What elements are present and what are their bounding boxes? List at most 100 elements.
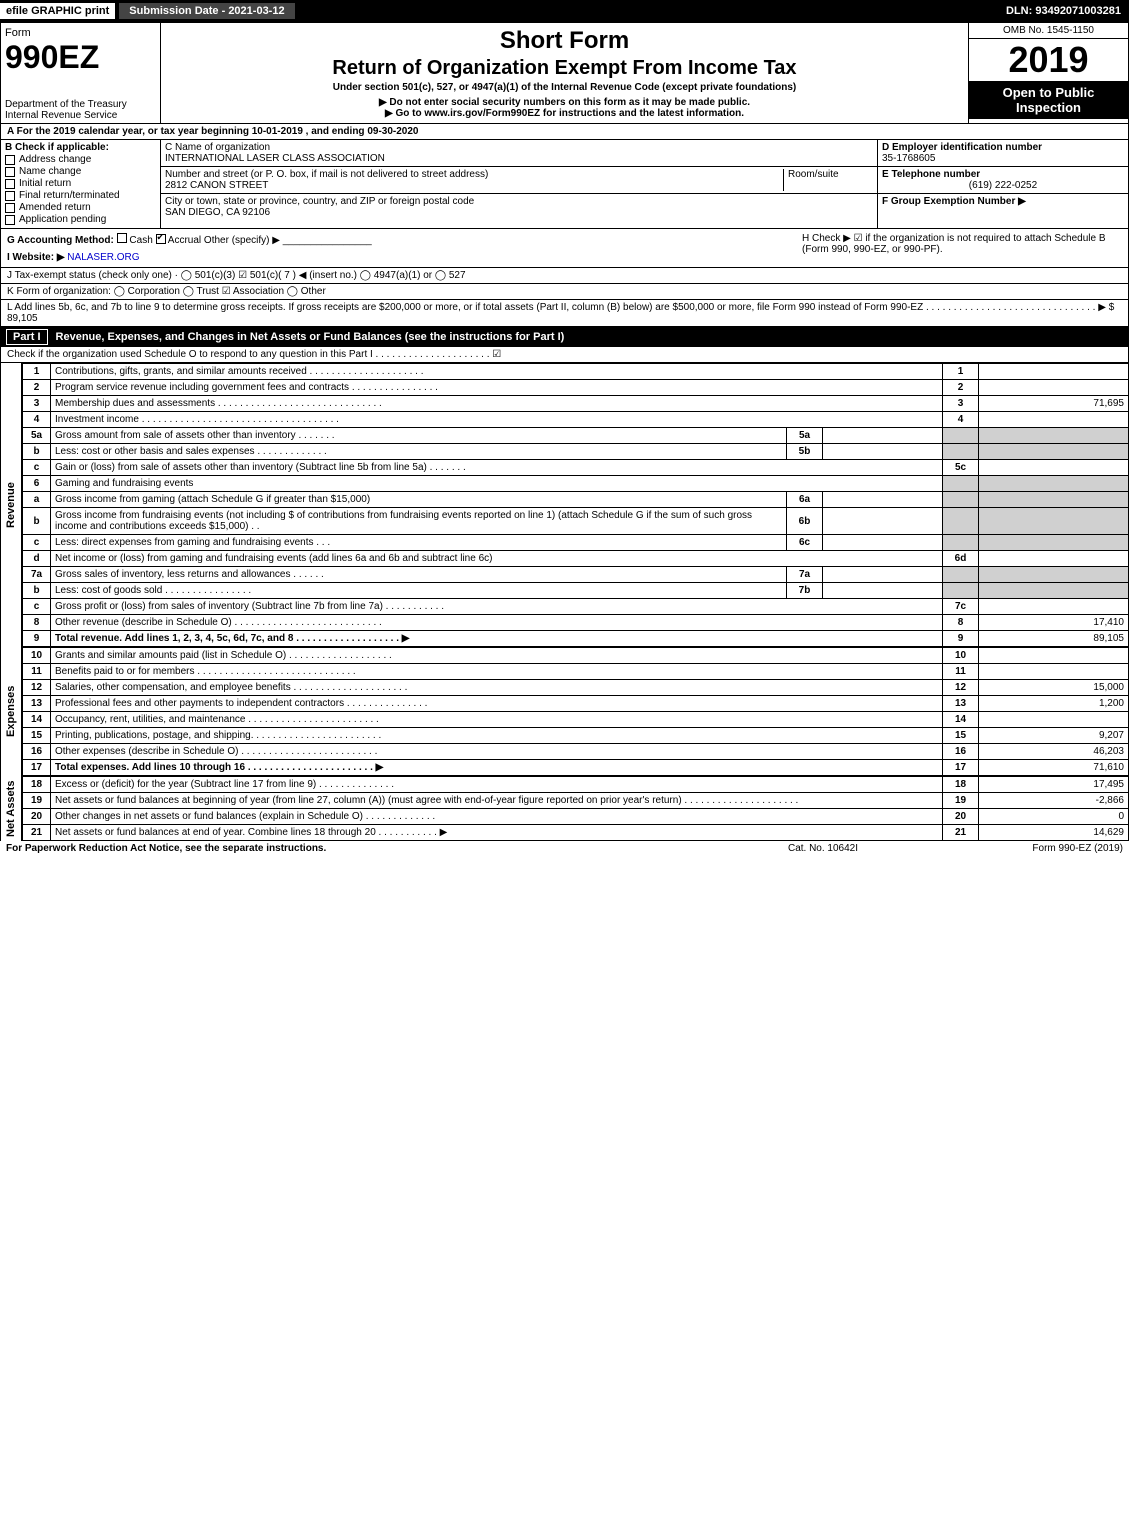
- line-num: 11: [23, 664, 51, 680]
- line-desc: Net income or (loss) from gaming and fun…: [51, 551, 943, 567]
- revenue-section: Revenue 1Contributions, gifts, grants, a…: [0, 363, 1129, 647]
- line-rval: [979, 599, 1129, 615]
- line-rval: 71,695: [979, 396, 1129, 412]
- line-desc: Benefits paid to or for members . . . . …: [51, 664, 943, 680]
- go-to-link[interactable]: ▶ Go to www.irs.gov/Form990EZ for instru…: [165, 108, 964, 119]
- checkbox-icon: [5, 155, 15, 165]
- box-b-title: B Check if applicable:: [5, 142, 156, 153]
- mid-num: 6b: [787, 508, 823, 535]
- chk-name-change[interactable]: Name change: [5, 166, 156, 177]
- line-num: 14: [23, 712, 51, 728]
- line-rval: [979, 648, 1129, 664]
- shade-cell: [943, 476, 979, 492]
- chk-application-pending[interactable]: Application pending: [5, 214, 156, 225]
- line-desc: Less: cost of goods sold . . . . . . . .…: [51, 583, 787, 599]
- line-rval: [979, 364, 1129, 380]
- side-revenue: Revenue: [0, 363, 22, 647]
- checkbox-icon[interactable]: [117, 233, 127, 243]
- line-rnum: 15: [943, 728, 979, 744]
- irs-label: Internal Revenue Service: [5, 110, 117, 121]
- line-rval: 17,495: [979, 777, 1129, 793]
- submission-date: Submission Date - 2021-03-12: [119, 3, 294, 19]
- line-rnum: 2: [943, 380, 979, 396]
- box-b: B Check if applicable: Address change Na…: [1, 140, 161, 228]
- line-rnum: 7c: [943, 599, 979, 615]
- gh-left: G Accounting Method: Cash Accrual Other …: [7, 233, 802, 263]
- line-desc: Excess or (deficit) for the year (Subtra…: [51, 777, 943, 793]
- form-number: 990EZ: [5, 39, 156, 76]
- line-num: 19: [23, 793, 51, 809]
- line-6a: aGross income from gaming (attach Schedu…: [23, 492, 1129, 508]
- addr-cell: Number and street (or P. O. box, if mail…: [161, 167, 877, 194]
- line-desc: Printing, publications, postage, and shi…: [51, 728, 943, 744]
- line-num: 18: [23, 777, 51, 793]
- line-20: 20Other changes in net assets or fund ba…: [23, 809, 1129, 825]
- chk-address-change[interactable]: Address change: [5, 154, 156, 165]
- part-label: Part I: [6, 329, 48, 345]
- line-num: b: [23, 508, 51, 535]
- line-rnum: 20: [943, 809, 979, 825]
- line-13: 13Professional fees and other payments t…: [23, 696, 1129, 712]
- block-bcd: B Check if applicable: Address change Na…: [0, 140, 1129, 229]
- mid-val: [823, 492, 943, 508]
- line-17: 17Total expenses. Add lines 10 through 1…: [23, 760, 1129, 776]
- shade-cell: [979, 444, 1129, 460]
- line-rnum: 3: [943, 396, 979, 412]
- line-num: c: [23, 599, 51, 615]
- other-label: Other (specify) ▶: [204, 235, 280, 246]
- row-i: I Website: ▶ NALASER.ORG: [7, 252, 802, 263]
- line-num: b: [23, 444, 51, 460]
- line-rval: 1,200: [979, 696, 1129, 712]
- line-num: 1: [23, 364, 51, 380]
- efile-label[interactable]: efile GRAPHIC print: [0, 3, 115, 19]
- row-gh: G Accounting Method: Cash Accrual Other …: [0, 229, 1129, 268]
- line-desc: Other changes in net assets or fund bala…: [51, 809, 943, 825]
- label-group-exempt: F Group Exemption Number ▶: [882, 196, 1026, 207]
- line-21: 21Net assets or fund balances at end of …: [23, 825, 1129, 841]
- chk-initial-return[interactable]: Initial return: [5, 178, 156, 189]
- checkbox-icon: [5, 179, 15, 189]
- line-11: 11Benefits paid to or for members . . . …: [23, 664, 1129, 680]
- return-title: Return of Organization Exempt From Incom…: [165, 57, 964, 80]
- part-title: Revenue, Expenses, and Changes in Net As…: [56, 331, 565, 343]
- ein-value: 35-1768605: [882, 153, 1124, 164]
- checkbox-icon: [5, 191, 15, 201]
- website-link[interactable]: NALASER.ORG: [67, 252, 139, 263]
- line-4: 4Investment income . . . . . . . . . . .…: [23, 412, 1129, 428]
- chk-label: Amended return: [19, 202, 91, 213]
- room-suite: Room/suite: [783, 169, 873, 191]
- box-c: C Name of organization INTERNATIONAL LAS…: [161, 140, 878, 228]
- shade-cell: [979, 476, 1129, 492]
- line-num: b: [23, 583, 51, 599]
- chk-final-return[interactable]: Final return/terminated: [5, 190, 156, 201]
- line-rval: [979, 412, 1129, 428]
- line-rnum: 6d: [943, 551, 979, 567]
- row-l: L Add lines 5b, 6c, and 7b to line 9 to …: [0, 300, 1129, 327]
- line-rnum: 9: [943, 631, 979, 647]
- chk-amended-return[interactable]: Amended return: [5, 202, 156, 213]
- mid-num: 7b: [787, 583, 823, 599]
- form-header: Form 990EZ Department of the Treasury In…: [0, 22, 1129, 124]
- line-rval: [979, 551, 1129, 567]
- line-5a: 5aGross amount from sale of assets other…: [23, 428, 1129, 444]
- shade-cell: [943, 444, 979, 460]
- checkbox-checked-icon[interactable]: [156, 234, 166, 244]
- shade-cell: [943, 492, 979, 508]
- row-l-text: L Add lines 5b, 6c, and 7b to line 9 to …: [7, 302, 1106, 313]
- row-a-taxyear: A For the 2019 calendar year, or tax yea…: [0, 124, 1129, 140]
- header-left: Form 990EZ Department of the Treasury In…: [1, 23, 161, 123]
- mid-val: [823, 583, 943, 599]
- label-i: I Website: ▶: [7, 252, 65, 263]
- line-desc: Membership dues and assessments . . . . …: [51, 396, 943, 412]
- header-center: Short Form Return of Organization Exempt…: [161, 23, 968, 123]
- line-desc: Net assets or fund balances at beginning…: [51, 793, 943, 809]
- line-rval: [979, 460, 1129, 476]
- line-rnum: 16: [943, 744, 979, 760]
- line-desc: Other revenue (describe in Schedule O) .…: [51, 615, 943, 631]
- label-g: G Accounting Method:: [7, 235, 114, 246]
- header-right: OMB No. 1545-1150 2019 Open to Public In…: [968, 23, 1128, 123]
- line-num: 8: [23, 615, 51, 631]
- mid-num: 6a: [787, 492, 823, 508]
- shade-cell: [943, 567, 979, 583]
- line-6c: cLess: direct expenses from gaming and f…: [23, 535, 1129, 551]
